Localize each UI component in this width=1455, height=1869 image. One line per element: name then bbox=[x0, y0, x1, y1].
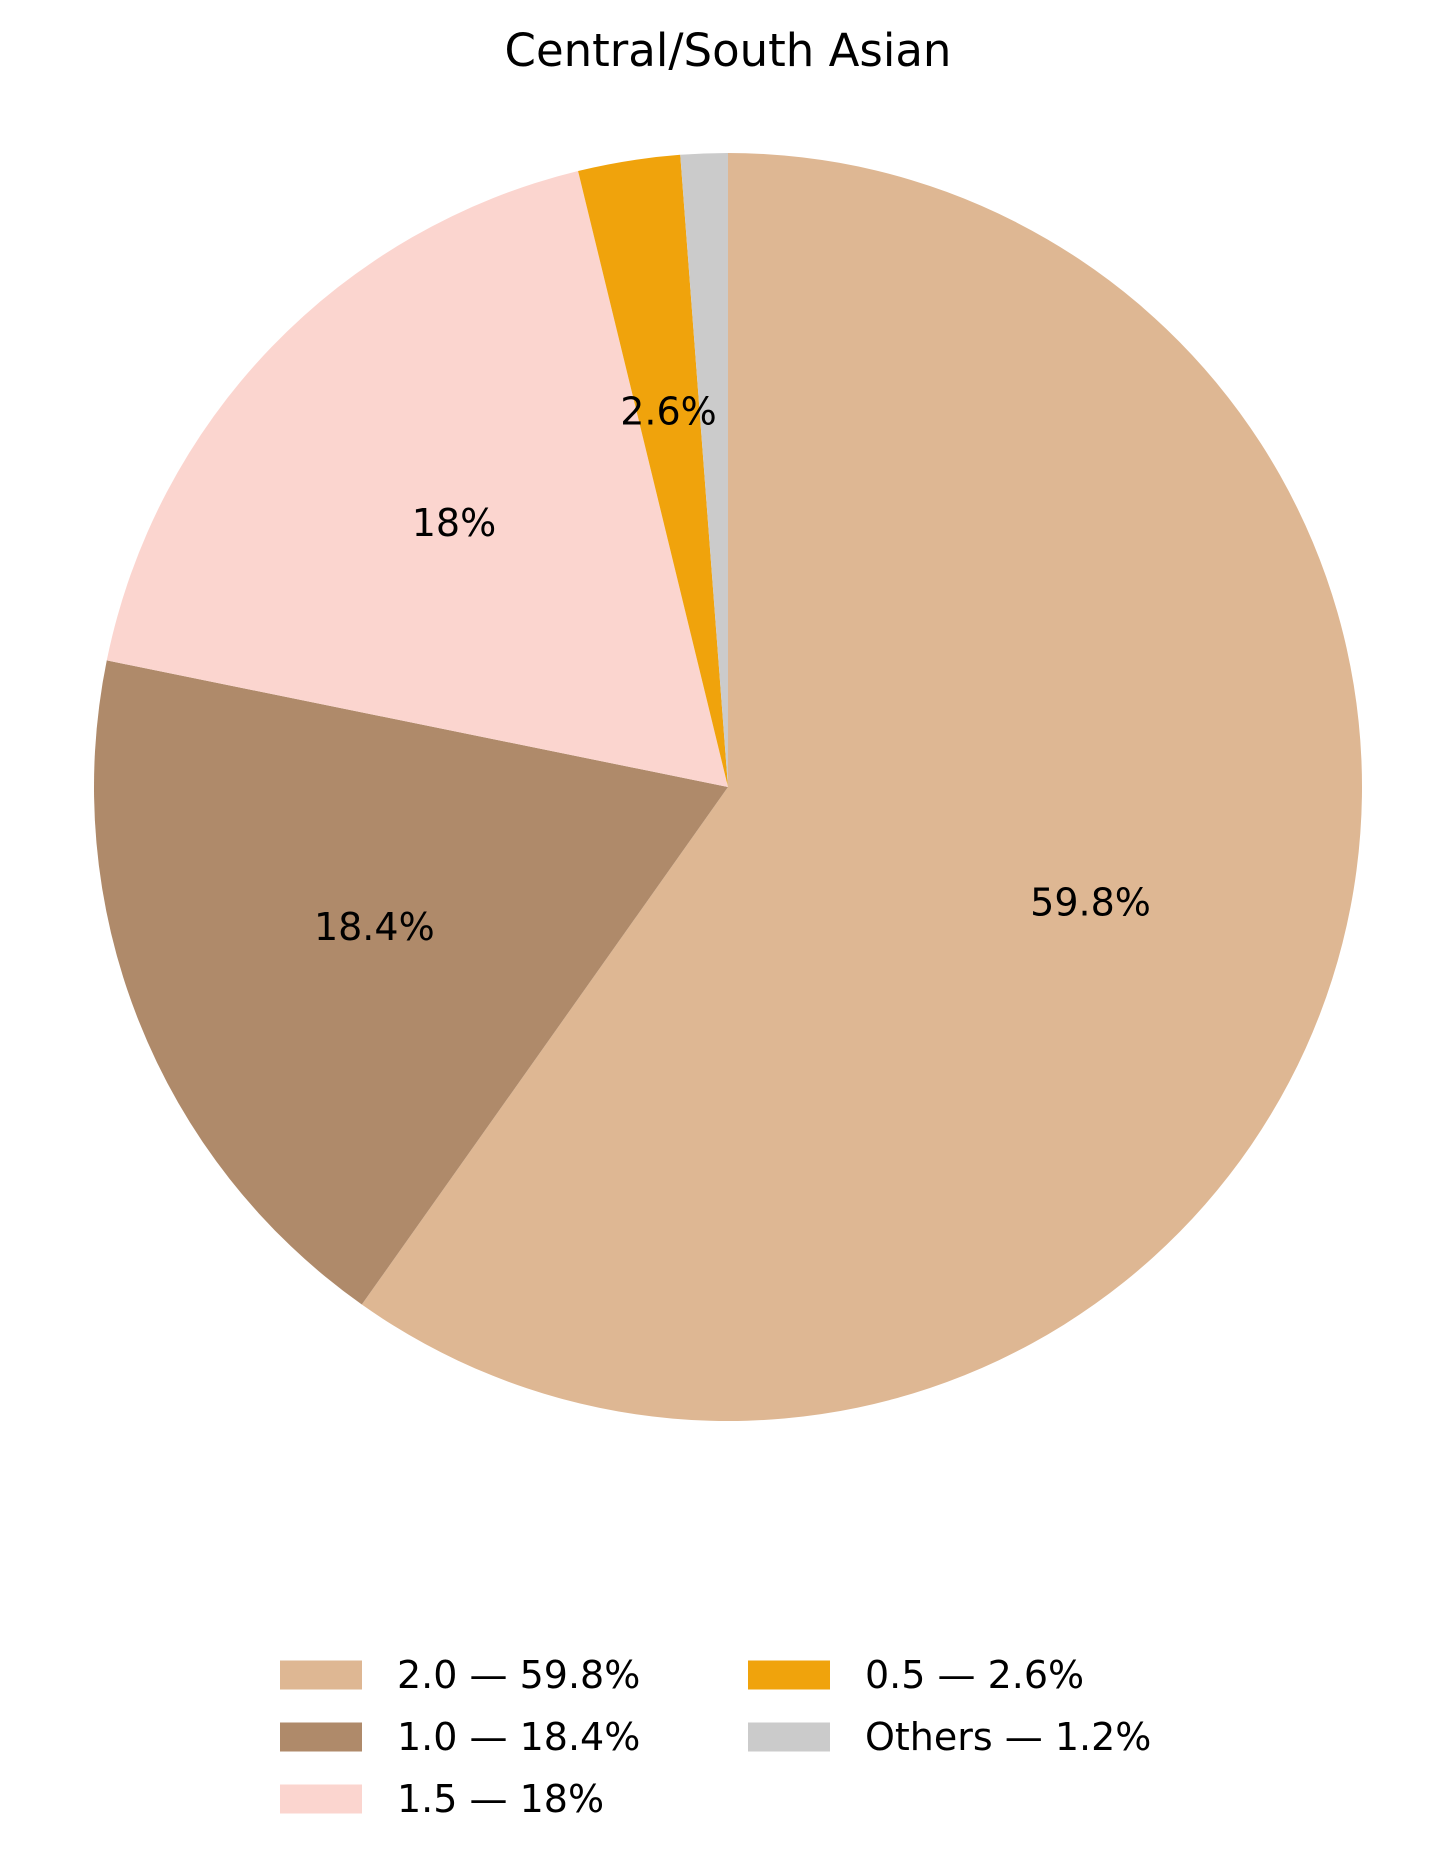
legend-label-1-0: 1.0 — 18.4% bbox=[397, 1715, 640, 1759]
slice-labels: 59.8% 18.4% 18% 2.6% bbox=[314, 389, 1151, 949]
pie-slice-1-5 bbox=[106, 170, 728, 788]
chart-title: Central/South Asian bbox=[505, 24, 952, 77]
pie-slice-2-0 bbox=[361, 153, 1362, 1421]
legend-label-others: Others — 1.2% bbox=[865, 1715, 1151, 1759]
legend-swatch-others bbox=[748, 1722, 830, 1752]
legend-swatch-2-0 bbox=[280, 1660, 362, 1690]
slice-label-0-5: 2.6% bbox=[620, 389, 717, 433]
pie-slices bbox=[93, 153, 1362, 1421]
legend-swatch-0-5 bbox=[748, 1660, 830, 1690]
legend-label-0-5: 0.5 — 2.6% bbox=[865, 1653, 1084, 1697]
pie-slice-others bbox=[680, 153, 728, 787]
legend-label-2-0: 2.0 — 59.8% bbox=[397, 1653, 640, 1697]
legend-swatch-1-5 bbox=[280, 1784, 362, 1814]
slice-label-1-0: 18.4% bbox=[314, 905, 435, 949]
legend-label-1-5: 1.5 — 18% bbox=[397, 1777, 604, 1821]
slice-label-2-0: 59.8% bbox=[1030, 880, 1151, 924]
pie-slice-0-5 bbox=[578, 154, 728, 787]
legend-swatch-1-0 bbox=[280, 1722, 362, 1752]
pie-slice-1-0 bbox=[93, 660, 729, 1305]
legend: 2.0 — 59.8% 1.0 — 18.4% 1.5 — 18% 0.5 — 2.6… bbox=[280, 1653, 1151, 1821]
slice-label-1-5: 18% bbox=[412, 501, 496, 545]
